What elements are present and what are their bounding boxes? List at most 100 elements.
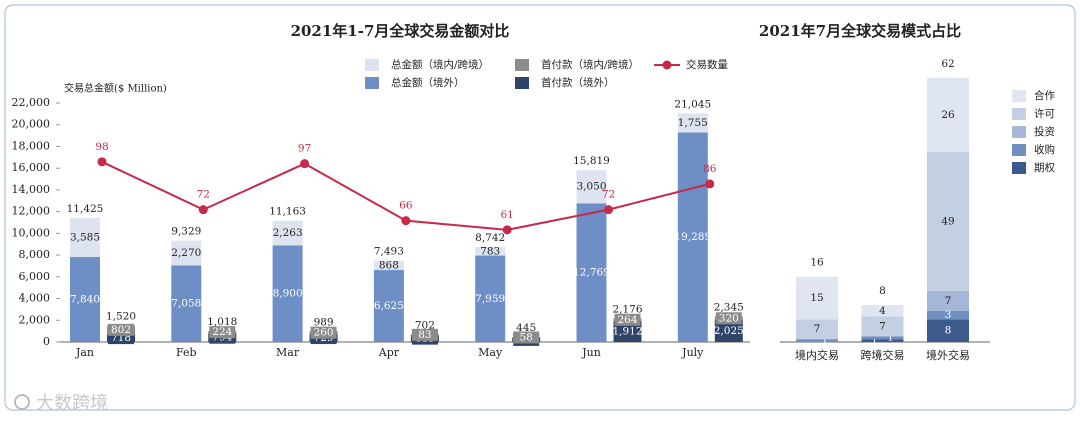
bar-segment bbox=[576, 203, 607, 342]
total-label: 9,329 bbox=[171, 226, 201, 238]
bar-segment bbox=[861, 336, 904, 340]
total-label: 8 bbox=[879, 285, 886, 297]
data-label: 8,900 bbox=[273, 288, 303, 300]
total-label: 1,018 bbox=[207, 316, 237, 328]
y-tick-label: 8,000 bbox=[19, 248, 51, 261]
total-label: 11,425 bbox=[67, 203, 104, 215]
bar-segment bbox=[796, 319, 838, 340]
total-label: 2,345 bbox=[714, 302, 744, 314]
data-label: 7,959 bbox=[475, 293, 505, 305]
y-tick-label: 0 bbox=[43, 335, 50, 348]
data-label: 66 bbox=[399, 200, 413, 212]
data-label: 1 bbox=[822, 335, 829, 347]
data-label: 97 bbox=[298, 143, 311, 155]
x-tick-label: 跨境交易 bbox=[861, 348, 905, 362]
line-point bbox=[97, 157, 107, 167]
data-label: 264 bbox=[617, 314, 637, 326]
label-bg bbox=[209, 326, 236, 339]
bar-segment bbox=[861, 316, 904, 337]
data-label: 19,289 bbox=[674, 231, 711, 243]
data-label: 2,270 bbox=[171, 247, 201, 259]
y-tick-label: 14,000 bbox=[12, 183, 51, 196]
bar-segment bbox=[796, 276, 838, 320]
line-point bbox=[198, 205, 208, 215]
total-label: 7,493 bbox=[374, 246, 404, 258]
data-label: 2,025 bbox=[714, 325, 744, 337]
data-label: 49 bbox=[941, 215, 954, 227]
x-tick-label: Jan bbox=[75, 346, 94, 359]
x-tick-label: Mar bbox=[276, 346, 300, 359]
legend-label: 合作 bbox=[1034, 89, 1056, 102]
data-label: 3,050 bbox=[576, 181, 606, 193]
data-label: 7 bbox=[814, 323, 821, 335]
bar-segment bbox=[677, 132, 708, 342]
data-label: 98 bbox=[95, 141, 108, 153]
bar-segment bbox=[171, 265, 202, 342]
label-bg bbox=[310, 326, 337, 339]
watermark-icon bbox=[14, 394, 30, 410]
data-label: 1 bbox=[871, 335, 878, 347]
legend-swatch bbox=[1012, 90, 1026, 102]
legend-swatch bbox=[1012, 144, 1026, 156]
label-bg bbox=[715, 325, 742, 338]
bar-segment bbox=[796, 339, 838, 342]
data-label: 320 bbox=[719, 312, 739, 324]
line-point bbox=[401, 216, 411, 226]
legend-label: 许可 bbox=[1034, 107, 1055, 120]
total-label: 1,520 bbox=[106, 310, 136, 322]
data-label: 12,769 bbox=[573, 267, 610, 279]
watermark: 大数跨境 bbox=[36, 393, 108, 414]
data-label: 783 bbox=[480, 245, 500, 257]
line-point bbox=[705, 179, 715, 189]
legend-label: 交易数量 bbox=[686, 58, 728, 71]
legend-swatch bbox=[515, 59, 529, 71]
chart-title: 2021年1-7月全球交易金额对比 bbox=[291, 22, 510, 40]
total-label: 989 bbox=[314, 316, 334, 328]
total-label: 702 bbox=[415, 319, 435, 331]
data-label: 7,840 bbox=[70, 293, 100, 305]
legend-label: 总金额（境内/跨境） bbox=[391, 58, 489, 71]
data-label: 86 bbox=[703, 163, 717, 175]
data-label: 83 bbox=[418, 329, 431, 341]
x-tick-label: July bbox=[681, 346, 704, 359]
y-tick-label: 6,000 bbox=[19, 270, 51, 283]
chart-title: 2021年7月全球交易模式占比 bbox=[759, 22, 961, 40]
bar-segment bbox=[861, 305, 904, 317]
bar-segment bbox=[927, 319, 969, 342]
x-tick-label: 境内交易 bbox=[795, 348, 839, 362]
y-tick-label: 10,000 bbox=[12, 226, 51, 239]
data-label: 7 bbox=[879, 320, 886, 332]
legend-label: 期权 bbox=[1034, 161, 1056, 174]
data-label: 6,625 bbox=[374, 300, 404, 312]
y-tick-label: 12,000 bbox=[12, 205, 51, 218]
legend-swatch bbox=[365, 59, 379, 71]
frame bbox=[4, 4, 1076, 411]
data-label: 868 bbox=[379, 259, 399, 271]
legend-swatch bbox=[1012, 126, 1026, 138]
label-bg bbox=[614, 325, 641, 338]
label-bg bbox=[411, 328, 438, 341]
bar-segment bbox=[70, 256, 100, 342]
data-label: 802 bbox=[111, 324, 131, 336]
label-bg bbox=[513, 331, 540, 344]
y-tick-label: 4,000 bbox=[19, 292, 51, 305]
data-label: 4 bbox=[879, 305, 886, 317]
total-label: 8,742 bbox=[475, 232, 505, 244]
total-label: 445 bbox=[516, 322, 536, 334]
data-label: 72 bbox=[197, 189, 210, 201]
data-label: 3,585 bbox=[70, 231, 100, 243]
x-tick-label: Apr bbox=[378, 346, 400, 359]
y-tick-label: 22,000 bbox=[12, 96, 51, 109]
label-bg bbox=[715, 312, 742, 325]
bar-segment bbox=[373, 260, 404, 271]
data-label: 260 bbox=[314, 327, 334, 339]
total-label: 16 bbox=[810, 257, 824, 269]
total-label: 11,163 bbox=[269, 206, 306, 218]
data-label: 224 bbox=[212, 326, 232, 338]
line-point bbox=[502, 225, 512, 235]
bar-segment bbox=[677, 113, 708, 133]
legend-label: 首付款（境内/跨境） bbox=[541, 58, 639, 71]
x-tick-label: Jun bbox=[581, 346, 601, 359]
legend-label: 收购 bbox=[1034, 143, 1055, 156]
x-tick-label: 境外交易 bbox=[926, 348, 970, 362]
